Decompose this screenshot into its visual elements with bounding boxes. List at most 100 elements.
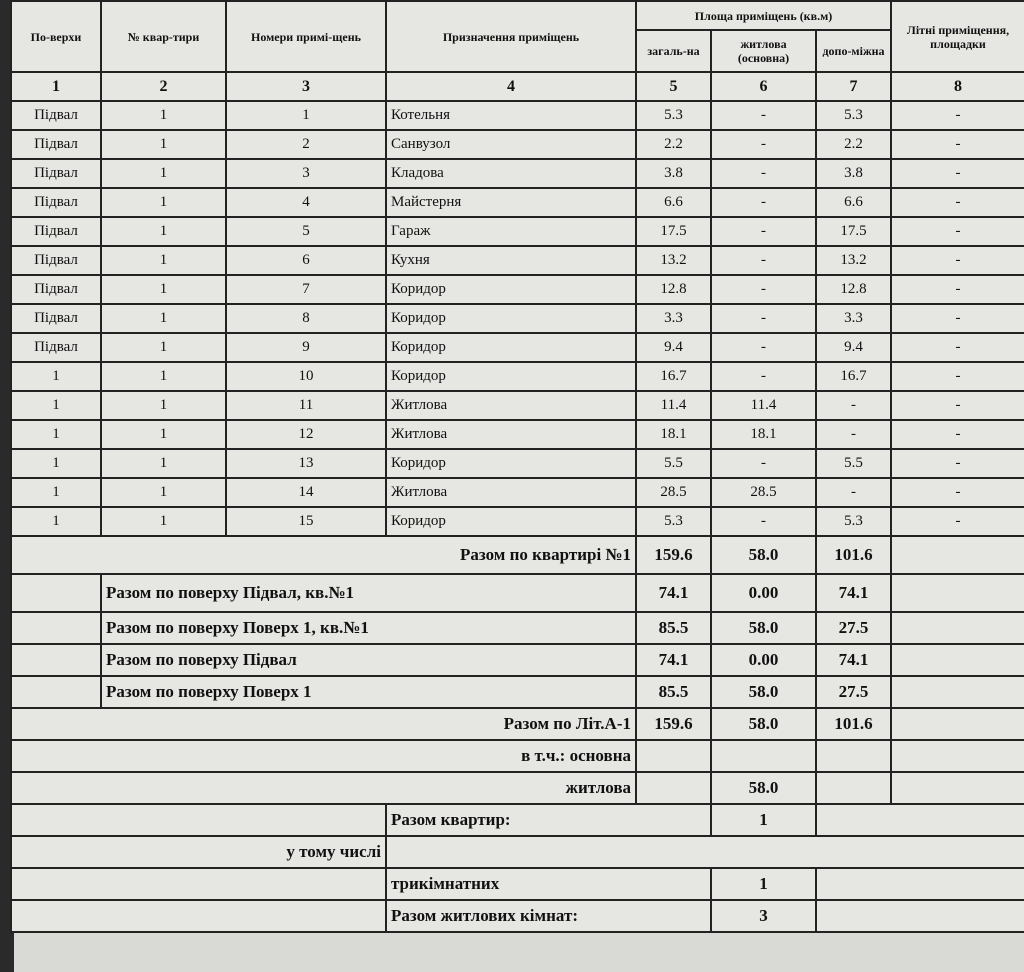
total-area-cell: 5.5 [635,448,712,479]
blank-cell [10,867,387,901]
living-area-cell: - [710,332,817,363]
room-number-cell: 8 [225,303,387,334]
living-area-cell: 0.00 [710,643,817,677]
floor-cell: Підвал [10,332,102,363]
room-number-cell: 15 [225,506,387,537]
column-number: 3 [225,71,387,102]
header-summer: Літні приміщення, площадки [890,0,1024,73]
aux-area-cell: 17.5 [814,216,893,247]
summer-area-cell: - [890,187,1024,218]
room-number-cell: 3 [225,158,387,189]
total-area-cell: 18.1 [635,419,712,450]
summer-area-cell [890,675,1024,709]
room-number-cell: 5 [225,216,387,247]
floor-cell: 1 [10,390,102,421]
living-area-cell: - [710,506,817,537]
apartment-cell: 1 [100,129,227,160]
total-area-cell: 13.2 [635,245,712,276]
total-area-cell: 28.5 [635,477,712,508]
summer-area-cell: - [890,129,1024,160]
floor-cell: 1 [10,419,102,450]
table-row: 1 1 15 Коридор 5.3-5.3- [10,506,1024,537]
aux-area-cell: - [814,419,893,450]
totals-row: Разом по поверху Поверх 1 85.5 58.0 27.5 [10,675,1024,709]
column-number: 2 [100,71,227,102]
apartments-value: 1 [710,803,817,837]
purpose-cell: Санвузол [385,129,637,160]
purpose-cell: Гараж [385,216,637,247]
aux-area-cell: 27.5 [814,675,893,709]
total-area-cell: 85.5 [635,675,712,709]
total-area-cell: 3.3 [635,303,712,334]
living-area-cell: - [710,100,817,131]
totals-label: Разом по поверху Підвал [100,643,637,677]
living-rooms-label: Разом житлових кімнат: [385,899,712,933]
aux-area-cell: 2.2 [814,129,893,160]
aux-area-cell: - [814,390,893,421]
room-number-cell: 4 [225,187,387,218]
room-number-cell: 2 [225,129,387,160]
blank-cell [384,835,1024,869]
column-number: 4 [385,71,637,102]
room-number-cell: 7 [225,274,387,305]
aux-area-cell: 3.8 [814,158,893,189]
summer-area-cell [890,707,1024,741]
purpose-cell: Кухня [385,245,637,276]
blank-cell [635,771,712,805]
blank-cell [10,611,102,645]
aux-area-cell: 5.3 [814,506,893,537]
living-area-cell: - [710,245,817,276]
total-area-cell: 159.6 [635,707,712,741]
table-row: 1 1 12 Житлова 18.1 18.1- - [10,419,1024,450]
summer-area-cell [890,611,1024,645]
aux-area-cell: 27.5 [814,611,893,645]
purpose-cell: Коридор [385,506,637,537]
blank-cell [814,739,893,773]
living-area-cell: - [710,216,817,247]
purpose-cell: Житлова [385,419,637,450]
blank-cell [10,643,102,677]
header-total: загаль-на [635,29,712,73]
totals-row: Разом по поверху Поверх 1, кв.№1 85.5 58.0… [10,611,1024,645]
table-row: Підвал 1 4 Майстерня 6.6-6.6- [10,187,1024,218]
summer-area-cell [890,573,1024,613]
purpose-cell: Коридор [385,448,637,479]
living-value: 58.0 [710,771,817,805]
purpose-cell: Житлова [385,390,637,421]
living-area-cell: - [710,303,817,334]
totals-label: Разом по квартирі №1 [10,535,637,575]
totals-label: Разом по поверху Підвал, кв.№1 [100,573,637,613]
living-area-cell: 58.0 [710,535,817,575]
apartments-label: Разом квартир: [385,803,712,837]
table-row: Підвал 1 6 Кухня 13.2-13.2- [10,245,1024,276]
purpose-cell: Майстерня [385,187,637,218]
table-row: 1 1 11 Житлова 11.4 11.4- - [10,390,1024,421]
blank-cell [10,573,102,613]
apartment-cell: 1 [100,158,227,189]
apartment-cell: 1 [100,245,227,276]
living-area-cell: 11.4 [710,390,817,421]
total-area-cell: 17.5 [635,216,712,247]
table-row: Підвал 1 1 Котельня 5.3-5.3- [10,100,1024,131]
room-number-cell: 6 [225,245,387,276]
floor-cell: Підвал [10,100,102,131]
floor-cell: Підвал [10,274,102,305]
total-area-cell: 5.3 [635,506,712,537]
table-row: 1 1 14 Житлова 28.5 28.5- - [10,477,1024,508]
room-number-cell: 12 [225,419,387,450]
apartment-cell: 1 [100,390,227,421]
room-number-cell: 14 [225,477,387,508]
aux-area-cell: 5.3 [814,100,893,131]
total-area-cell: 159.6 [635,535,712,575]
summer-area-cell: - [890,100,1024,131]
blank-cell [10,803,387,837]
apartment-cell: 1 [100,332,227,363]
summer-area-cell: - [890,419,1024,450]
total-area-cell: 5.3 [635,100,712,131]
total-area-cell: 11.4 [635,390,712,421]
header-purpose: Призначення приміщень [385,0,637,73]
aux-area-cell: 16.7 [814,361,893,392]
apartment-cell: 1 [100,419,227,450]
table-row: Підвал 1 2 Санвузол 2.2-2.2- [10,129,1024,160]
blank-cell [814,899,1024,933]
